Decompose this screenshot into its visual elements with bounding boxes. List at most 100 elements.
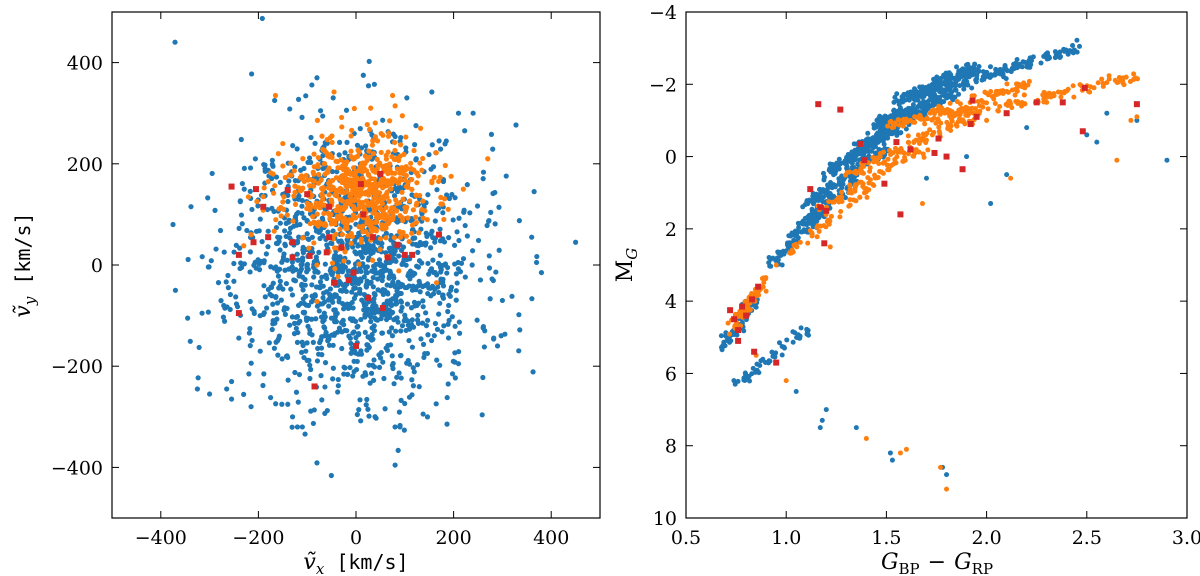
velocity-red-square-point xyxy=(289,254,296,261)
velocity-y-tick-label: 400 xyxy=(67,53,103,75)
velocity-blue-point xyxy=(311,274,317,280)
velocity-blue-point xyxy=(303,348,309,354)
velocity-blue-point xyxy=(307,375,313,382)
velocity-blue-point xyxy=(330,342,336,348)
velocity-blue-point xyxy=(259,239,265,245)
cmd-y-tick-label: −4 xyxy=(649,2,677,24)
cmd-blue-point xyxy=(818,190,824,196)
velocity-orange-point xyxy=(438,201,444,207)
velocity-orange-point xyxy=(271,228,277,234)
cmd-x-operator: − xyxy=(928,550,946,575)
velocity-orange-point xyxy=(398,232,404,238)
cmd-orange-point xyxy=(875,174,881,180)
velocity-blue-point xyxy=(428,245,434,251)
velocity-orange-point xyxy=(315,154,321,161)
velocity-orange-point xyxy=(409,230,415,236)
cmd-orange-point xyxy=(847,183,853,189)
cmd-red-square-point xyxy=(907,146,914,153)
cmd-blue-point xyxy=(790,339,796,345)
velocity-blue-point xyxy=(425,290,431,297)
velocity-orange-point xyxy=(398,142,404,148)
velocity-blue-point xyxy=(170,221,176,228)
velocity-blue-point xyxy=(409,192,415,198)
velocity-blue-point xyxy=(496,204,502,210)
cmd-plot-frame xyxy=(685,11,1188,519)
velocity-orange-point xyxy=(278,213,284,219)
cmd-orange-point xyxy=(1055,89,1061,95)
velocity-blue-point xyxy=(266,340,272,346)
cmd-orange-point xyxy=(925,147,931,153)
velocity-orange-point xyxy=(404,204,410,210)
velocity-blue-point xyxy=(299,197,305,204)
velocity-blue-point xyxy=(336,295,342,301)
cmd-blue-point xyxy=(1004,68,1010,74)
velocity-blue-point xyxy=(488,131,495,137)
velocity-orange-point xyxy=(394,200,400,207)
velocity-blue-point xyxy=(391,381,397,387)
velocity-blue-point xyxy=(397,424,403,430)
cmd-orange-point xyxy=(866,187,872,193)
velocity-orange-point xyxy=(378,130,384,137)
velocity-blue-point xyxy=(456,237,462,244)
velocity-red-square-point xyxy=(350,269,357,276)
velocity-red-square-point xyxy=(265,234,272,241)
velocity-orange-point xyxy=(261,185,267,191)
velocity-blue-point xyxy=(307,330,313,337)
velocity-x-symbol: ṽ xyxy=(303,550,316,575)
velocity-blue-point xyxy=(329,168,335,175)
velocity-orange-point xyxy=(418,125,424,131)
velocity-red-square-point xyxy=(357,181,364,188)
velocity-blue-point xyxy=(295,399,301,405)
cmd-x-s2: RP xyxy=(972,560,993,576)
velocity-blue-point xyxy=(406,270,412,276)
velocity-blue-point xyxy=(383,259,389,265)
velocity-orange-point xyxy=(372,219,378,225)
velocity-blue-point xyxy=(385,291,391,297)
velocity-orange-point xyxy=(372,192,378,198)
cmd-blue-point xyxy=(1038,60,1044,66)
cmd-red-square-point xyxy=(897,211,904,218)
velocity-orange-point xyxy=(485,156,491,162)
velocity-blue-point xyxy=(467,210,473,216)
cmd-blue-point xyxy=(1074,37,1080,43)
cmd-blue-point xyxy=(851,177,857,183)
cmd-orange-point xyxy=(773,262,779,268)
velocity-blue-point xyxy=(448,284,455,290)
velocity-blue-point xyxy=(437,146,444,152)
velocity-orange-point xyxy=(337,186,343,192)
velocity-blue-point xyxy=(462,222,468,229)
cmd-blue-point xyxy=(784,337,790,343)
velocity-blue-point xyxy=(373,303,379,309)
cmd-blue-point xyxy=(897,100,903,106)
velocity-blue-point xyxy=(284,257,290,263)
velocity-blue-point xyxy=(344,139,350,145)
velocity-blue-point xyxy=(285,192,291,198)
cmd-blue-point xyxy=(832,183,838,189)
velocity-blue-point xyxy=(300,244,306,250)
velocity-blue-point xyxy=(431,333,437,339)
velocity-orange-point xyxy=(280,140,286,147)
velocity-blue-point xyxy=(530,369,536,375)
cmd-blue-point xyxy=(849,160,855,166)
cmd-red-square-point xyxy=(773,359,780,366)
velocity-blue-point xyxy=(436,138,442,144)
cmd-orange-point xyxy=(936,128,942,134)
velocity-blue-point xyxy=(364,243,370,249)
cmd-orange-point xyxy=(759,275,765,281)
velocity-orange-point xyxy=(332,266,338,272)
velocity-orange-point xyxy=(356,224,362,230)
cmd-scatter-points xyxy=(718,37,1170,492)
cmd-blue-point xyxy=(813,192,819,198)
velocity-blue-point xyxy=(356,331,362,338)
velocity-blue-point xyxy=(516,312,522,318)
velocity-blue-point xyxy=(399,323,406,329)
velocity-orange-point xyxy=(394,166,401,172)
cmd-red-square-point xyxy=(749,296,756,303)
velocity-orange-point xyxy=(338,212,344,218)
velocity-blue-point xyxy=(238,136,244,143)
velocity-orange-point xyxy=(385,220,392,227)
velocity-orange-point xyxy=(370,150,377,157)
velocity-blue-point xyxy=(215,280,222,286)
velocity-blue-point xyxy=(322,261,328,267)
velocity-blue-point xyxy=(382,406,388,412)
